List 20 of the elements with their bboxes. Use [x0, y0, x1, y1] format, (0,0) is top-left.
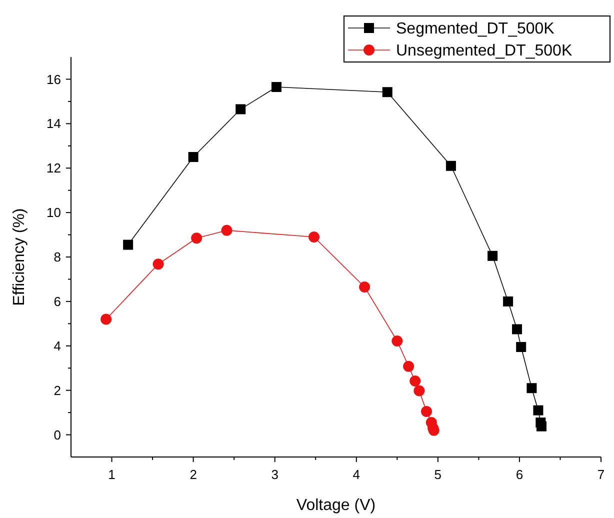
y-tick-label: 4: [54, 338, 61, 354]
y-axis-title: Efficiency (%): [11, 208, 28, 306]
legend-label: Segmented_DT_500K: [396, 20, 555, 38]
y-tick-label: 0: [54, 427, 61, 442]
y-tick-label: 16: [46, 72, 61, 87]
x-tick-label: 6: [516, 467, 524, 482]
x-tick-label: 1: [108, 467, 116, 482]
y-tick-label: 12: [46, 160, 61, 176]
x-axis-title: Voltage (V): [296, 497, 376, 514]
y-tick-label: 10: [46, 205, 61, 220]
y-tick-label: 8: [54, 250, 61, 265]
x-tick-label: 3: [271, 467, 278, 482]
x-tick-label: 2: [190, 467, 197, 482]
x-tick-label: 4: [352, 467, 360, 482]
x-tick-label: 7: [597, 467, 605, 482]
legend-label: Unsegmented_DT_500K: [396, 42, 572, 60]
y-tick-label: 14: [46, 116, 61, 132]
y-tick-label: 2: [54, 382, 61, 398]
y-tick-label: 6: [54, 294, 61, 309]
x-tick-label: 5: [434, 467, 442, 482]
